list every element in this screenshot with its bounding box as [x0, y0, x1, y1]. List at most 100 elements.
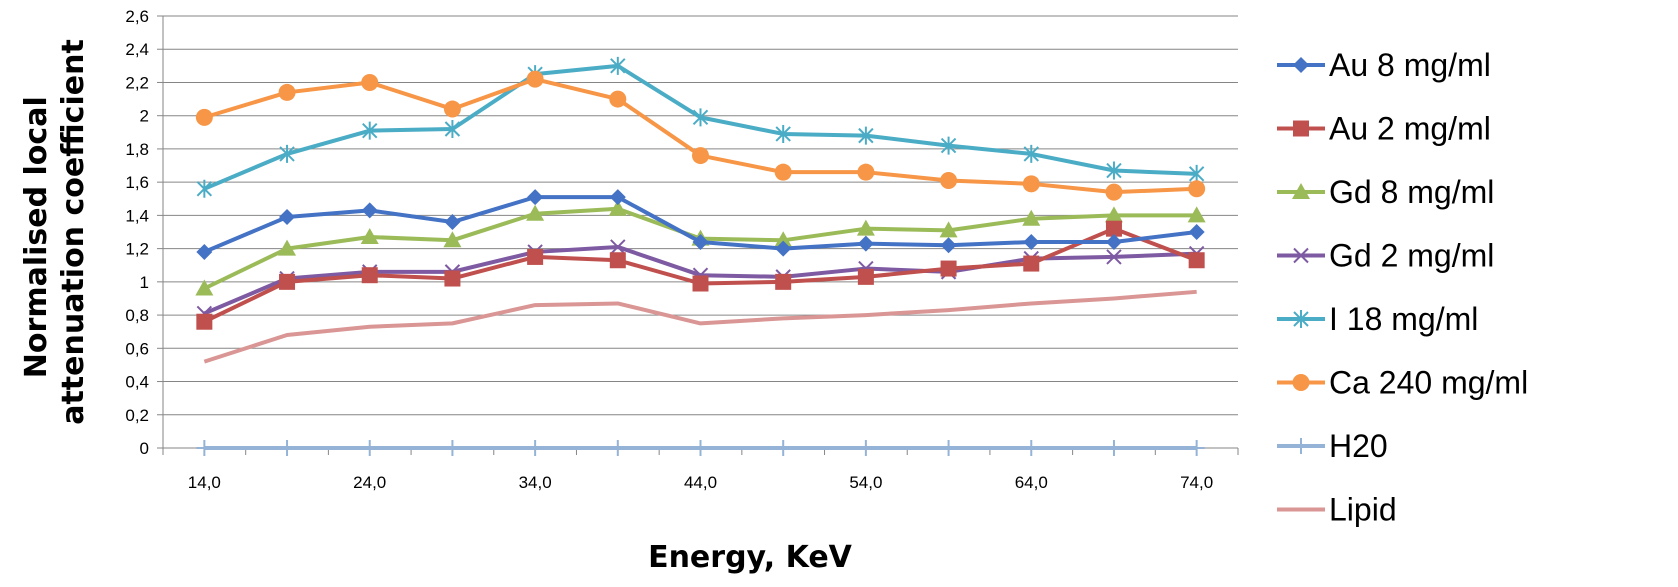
y-tick-label: 0,4 — [125, 373, 149, 392]
data-point — [278, 239, 297, 256]
data-point — [609, 90, 627, 108]
data-point — [940, 136, 957, 155]
data-point — [774, 231, 793, 248]
data-point — [1023, 255, 1040, 272]
series-ca-240-mg-ml — [195, 70, 1206, 201]
data-point — [444, 270, 461, 287]
legend-marker — [1293, 120, 1309, 137]
data-point — [526, 70, 544, 88]
data-point — [361, 440, 378, 456]
data-point — [856, 219, 875, 236]
data-point — [278, 83, 296, 101]
data-point — [692, 233, 709, 250]
data-point — [939, 221, 958, 238]
data-point — [444, 214, 461, 231]
y-tick-label: 0,8 — [125, 306, 149, 325]
y-axis-title-line-2: attenuation coefficient — [56, 39, 91, 425]
data-point — [279, 273, 296, 290]
data-point — [279, 144, 295, 163]
data-point — [857, 440, 874, 456]
x-tick-label: 14,0 — [188, 473, 221, 492]
data-point — [610, 56, 626, 75]
data-point — [1105, 183, 1123, 201]
series-h20 — [196, 440, 1205, 456]
data-point — [609, 252, 626, 269]
legend-item: Gd 8 mg/ml — [1277, 174, 1494, 210]
series-line — [203, 289, 1197, 364]
y-tick-label: 0,2 — [125, 406, 149, 425]
legend-item: Lipid — [1277, 492, 1397, 528]
data-point — [774, 163, 792, 181]
data-point — [1104, 206, 1123, 223]
x-tick-label: 44,0 — [684, 473, 717, 492]
y-tick-label: 2 — [140, 107, 149, 126]
series-i-18-mg-ml — [196, 56, 1205, 198]
y-tick-label: 1,4 — [125, 206, 149, 225]
data-point — [1022, 175, 1040, 193]
y-tick-label: 1,6 — [125, 173, 149, 192]
data-point — [195, 108, 213, 126]
legend-item: Au 8 mg/ml — [1277, 47, 1491, 83]
y-tick-label: 2,4 — [125, 40, 149, 59]
data-point — [279, 440, 296, 456]
data-point — [527, 440, 544, 456]
data-point — [775, 273, 792, 290]
data-point — [196, 440, 213, 456]
data-point — [692, 275, 709, 292]
legend-item: I 18 mg/ml — [1277, 301, 1478, 337]
legend: Au 8 mg/ml Au 2 mg/ml Gd 8 mg/ml Gd 2 mg/ml… — [1277, 47, 1528, 528]
data-point — [858, 126, 874, 145]
legend-label: H20 — [1329, 428, 1388, 464]
data-point — [1105, 220, 1122, 237]
data-point — [1023, 440, 1040, 456]
y-tick-label: 2,2 — [125, 73, 149, 92]
data-point — [609, 440, 626, 456]
data-point — [444, 440, 461, 456]
data-point — [692, 108, 709, 127]
series-au-2-mg-ml — [196, 220, 1205, 330]
legend-label: I 18 mg/ml — [1329, 301, 1478, 337]
legend-marker — [1293, 438, 1309, 454]
data-point — [940, 237, 957, 254]
data-point — [1188, 440, 1205, 456]
data-point — [857, 163, 875, 181]
x-tick-label: 34,0 — [519, 473, 552, 492]
data-point — [940, 260, 957, 277]
data-point — [196, 179, 213, 198]
data-point — [196, 243, 213, 260]
data-point — [361, 267, 378, 284]
data-point — [1188, 224, 1205, 240]
legend-item: H20 — [1277, 428, 1388, 464]
series-group — [195, 56, 1206, 456]
legend-marker — [1292, 183, 1310, 199]
y-axis-title-line-1: Normalised local — [19, 96, 54, 378]
data-point — [1023, 233, 1040, 250]
y-tick-label: 0,6 — [125, 339, 149, 358]
y-axis-title: Normalised local attenuation coefficient — [19, 39, 91, 425]
x-tick-labels: 14,0 24,0 34,0 44,0 54,0 64,0 74,0 — [188, 473, 1213, 492]
data-point — [1105, 233, 1122, 250]
y-tick-label: 2,6 — [125, 7, 149, 26]
y-tick-label: 1 — [140, 273, 149, 292]
x-axis-title: Energy, KeV — [648, 540, 853, 575]
data-point — [360, 227, 379, 244]
data-point — [443, 231, 462, 248]
data-point — [692, 147, 709, 165]
legend-item: Gd 2 mg/ml — [1277, 238, 1494, 274]
data-point — [527, 189, 544, 206]
data-point — [775, 240, 792, 257]
series-au-8-mg-ml — [196, 189, 1205, 260]
legend-marker — [1293, 57, 1309, 73]
data-point — [1188, 252, 1205, 269]
data-point — [608, 199, 627, 216]
data-point — [1022, 209, 1041, 226]
legend-label: Gd 8 mg/ml — [1329, 174, 1494, 210]
legend-label: Au 8 mg/ml — [1329, 47, 1491, 83]
data-point — [1106, 161, 1122, 180]
data-point — [1105, 440, 1122, 456]
legend-label: Lipid — [1329, 492, 1397, 528]
legend-marker — [1293, 247, 1309, 264]
x-tick-label: 54,0 — [849, 473, 882, 492]
data-point — [362, 121, 378, 140]
